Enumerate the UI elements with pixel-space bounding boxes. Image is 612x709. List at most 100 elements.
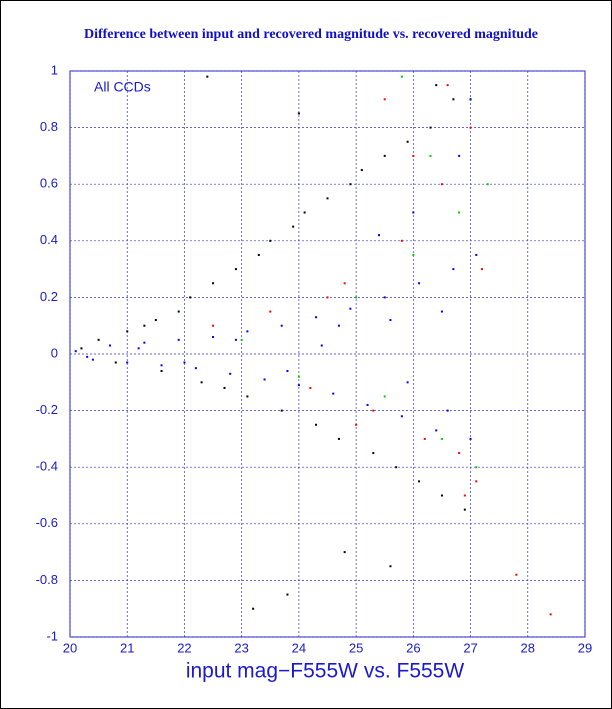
point bbox=[223, 386, 226, 389]
point bbox=[280, 324, 283, 327]
point bbox=[337, 437, 340, 440]
point bbox=[143, 324, 146, 327]
point bbox=[440, 183, 443, 186]
point bbox=[475, 253, 478, 256]
point bbox=[486, 183, 489, 186]
point bbox=[297, 112, 300, 115]
point bbox=[212, 282, 215, 285]
point bbox=[429, 154, 432, 157]
point bbox=[412, 154, 415, 157]
point bbox=[452, 268, 455, 271]
point bbox=[515, 573, 518, 576]
point bbox=[389, 319, 392, 322]
point bbox=[400, 415, 403, 418]
x-tick-label: 26 bbox=[406, 640, 420, 655]
point bbox=[86, 355, 89, 358]
x-axis-label: input mag−F555W vs. F555W bbox=[186, 660, 465, 683]
point bbox=[177, 310, 180, 313]
y-tick-label: 0.4 bbox=[40, 232, 58, 247]
point bbox=[360, 169, 363, 172]
x-tick-label: 22 bbox=[177, 640, 191, 655]
point bbox=[234, 268, 237, 271]
point bbox=[200, 381, 203, 384]
point bbox=[463, 508, 466, 511]
y-tick-label: -0.8 bbox=[36, 572, 58, 587]
point bbox=[257, 253, 260, 256]
point bbox=[326, 296, 329, 299]
point bbox=[452, 98, 455, 101]
point bbox=[246, 395, 249, 398]
point bbox=[326, 197, 329, 200]
point bbox=[309, 386, 312, 389]
y-tick-label: -0.6 bbox=[36, 515, 58, 530]
point bbox=[280, 409, 283, 412]
point bbox=[126, 361, 129, 364]
point bbox=[383, 395, 386, 398]
point bbox=[366, 403, 369, 406]
point bbox=[463, 494, 466, 497]
x-tick-label: 27 bbox=[463, 640, 477, 655]
point bbox=[320, 344, 323, 347]
y-tick-label: 0.8 bbox=[40, 119, 58, 134]
x-tick-label: 25 bbox=[349, 640, 363, 655]
point bbox=[446, 409, 449, 412]
point bbox=[435, 429, 438, 432]
point bbox=[406, 140, 409, 143]
point bbox=[458, 154, 461, 157]
point bbox=[229, 372, 232, 375]
point bbox=[458, 452, 461, 455]
point bbox=[206, 75, 209, 78]
point bbox=[189, 296, 192, 299]
point bbox=[80, 347, 83, 350]
point bbox=[114, 361, 117, 364]
point bbox=[400, 239, 403, 242]
point bbox=[343, 282, 346, 285]
y-tick-label: 0.6 bbox=[40, 176, 58, 191]
point bbox=[91, 358, 94, 361]
point bbox=[109, 344, 112, 347]
point bbox=[177, 338, 180, 341]
point bbox=[332, 392, 335, 395]
point bbox=[143, 341, 146, 344]
point bbox=[212, 324, 215, 327]
point bbox=[160, 364, 163, 367]
point bbox=[97, 338, 100, 341]
point bbox=[475, 466, 478, 469]
point bbox=[269, 239, 272, 242]
point bbox=[183, 361, 186, 364]
point bbox=[349, 307, 352, 310]
y-tick-label: 0 bbox=[51, 345, 58, 360]
point bbox=[303, 211, 306, 214]
point bbox=[475, 480, 478, 483]
y-tick-label: -0.2 bbox=[36, 402, 58, 417]
point bbox=[297, 384, 300, 387]
point bbox=[337, 324, 340, 327]
y-tick-label: -1 bbox=[46, 628, 58, 643]
point bbox=[418, 282, 421, 285]
point bbox=[292, 225, 295, 228]
point bbox=[435, 84, 438, 87]
y-tick-label: 1 bbox=[51, 62, 58, 77]
point bbox=[440, 310, 443, 313]
point bbox=[458, 211, 461, 214]
point bbox=[429, 126, 432, 129]
point bbox=[423, 437, 426, 440]
point bbox=[286, 369, 289, 372]
y-tick-label: 0.2 bbox=[40, 289, 58, 304]
point bbox=[383, 98, 386, 101]
point bbox=[234, 338, 237, 341]
point bbox=[469, 126, 472, 129]
x-tick-label: 21 bbox=[120, 640, 134, 655]
point bbox=[400, 75, 403, 78]
annotation: All CCDs bbox=[94, 79, 151, 95]
point bbox=[240, 338, 243, 341]
point bbox=[440, 437, 443, 440]
y-tick-label: -0.4 bbox=[36, 459, 58, 474]
point bbox=[372, 409, 375, 412]
point bbox=[252, 607, 255, 610]
x-tick-label: 24 bbox=[292, 640, 306, 655]
point bbox=[286, 593, 289, 596]
point bbox=[315, 316, 318, 319]
